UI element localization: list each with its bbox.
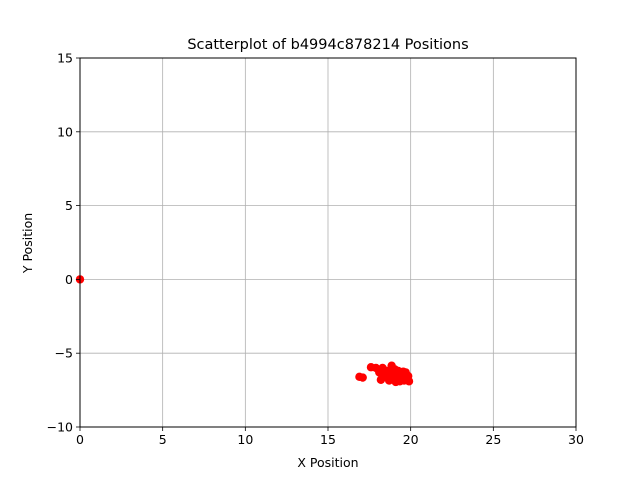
x-tick-label: 0 bbox=[76, 432, 84, 447]
x-tick-label: 20 bbox=[403, 432, 419, 447]
y-tick-label: −10 bbox=[47, 420, 73, 435]
chart-title: Scatterplot of b4994c878214 Positions bbox=[187, 37, 468, 53]
data-point bbox=[358, 373, 367, 382]
x-tick-label: 15 bbox=[320, 432, 336, 447]
x-tick-label: 25 bbox=[485, 432, 501, 447]
data-point bbox=[404, 377, 414, 386]
grid-lines bbox=[79, 57, 577, 428]
y-tick-label: 0 bbox=[65, 272, 73, 287]
y-axis-label: Y Position bbox=[20, 213, 35, 274]
x-tick-label: 5 bbox=[159, 432, 167, 447]
x-tick-label: 30 bbox=[568, 432, 584, 447]
x-axis-ticks: 0 5 10 15 20 25 30 bbox=[76, 427, 584, 447]
y-axis-ticks: −10 −5 0 5 10 15 bbox=[47, 51, 80, 435]
x-tick-label: 10 bbox=[237, 432, 253, 447]
y-tick-label: 15 bbox=[57, 51, 73, 66]
y-tick-label: 5 bbox=[65, 198, 73, 213]
y-tick-label: 10 bbox=[57, 124, 73, 139]
data-points bbox=[75, 275, 414, 387]
x-axis-label: X Position bbox=[297, 455, 358, 470]
y-tick-label: −5 bbox=[55, 346, 73, 361]
